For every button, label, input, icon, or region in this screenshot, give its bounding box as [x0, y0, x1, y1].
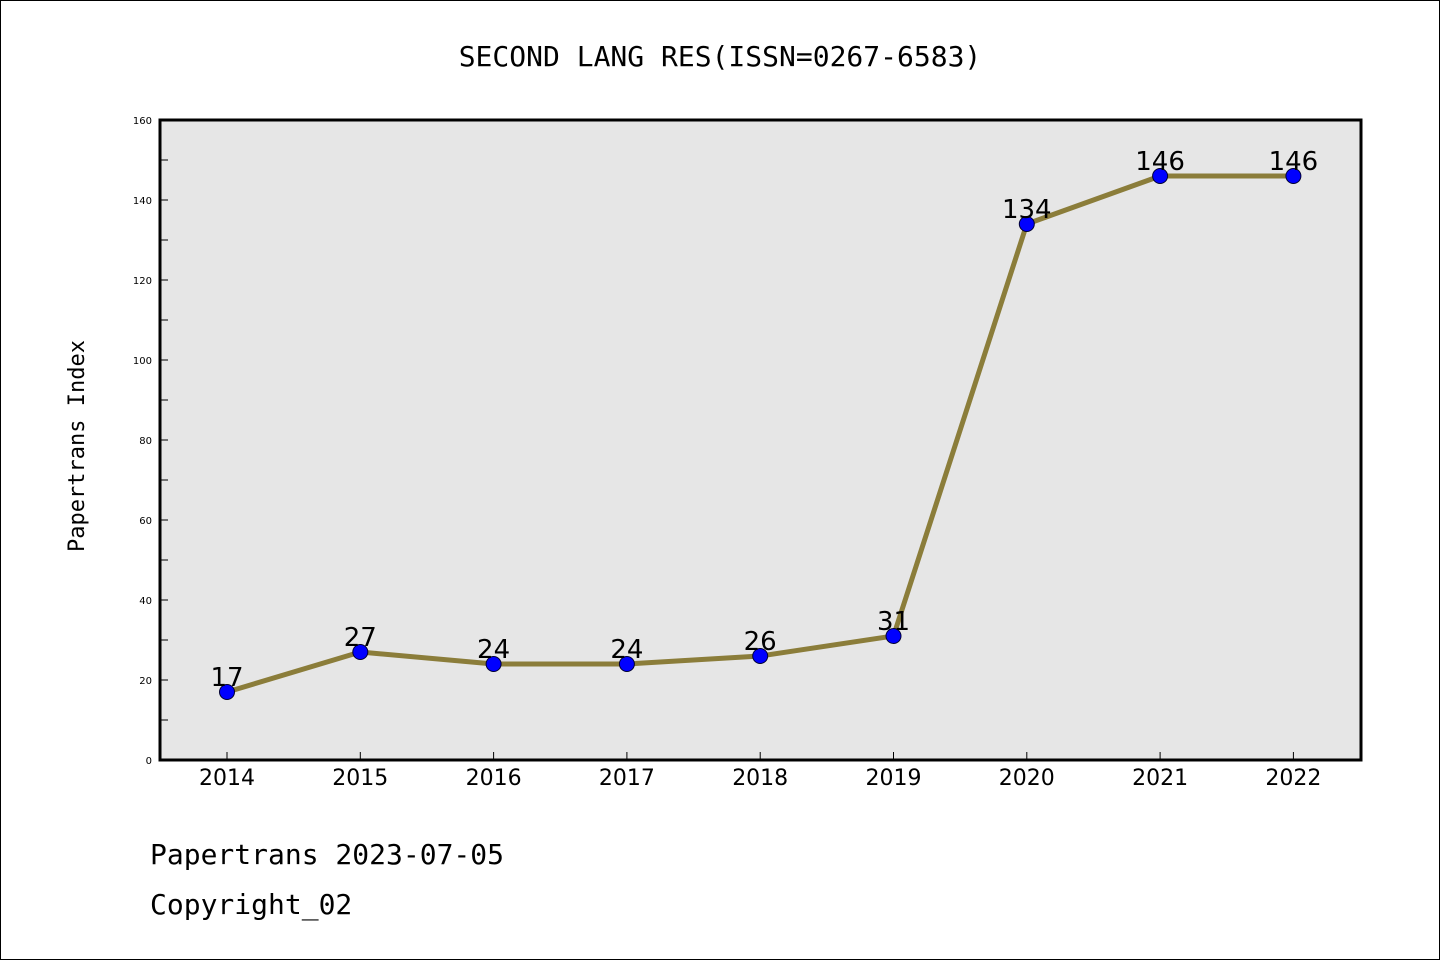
plot-area	[158, 118, 1363, 762]
footer-copyright: Copyright_02	[150, 888, 352, 922]
x-tick-label: 2021	[1132, 766, 1188, 791]
x-tick-label: 2018	[732, 766, 788, 791]
data-point	[1285, 168, 1302, 184]
data-point	[219, 684, 235, 700]
x-tick-label: 2015	[332, 766, 388, 791]
series-papertrans-index	[219, 168, 1302, 700]
data-point	[885, 628, 902, 644]
data-label: 31	[877, 607, 910, 637]
data-point	[752, 648, 769, 664]
data-point	[618, 656, 635, 672]
data-point	[352, 644, 369, 660]
x-tick-label: 2014	[199, 766, 255, 791]
data-label: 26	[744, 627, 777, 657]
x-tick-label: 2019	[866, 766, 922, 791]
y-tick-label: 60	[139, 516, 152, 527]
y-tick-label: 0	[146, 756, 152, 767]
y-tick-label: 120	[133, 276, 152, 287]
footer-date: Papertrans 2023-07-05	[150, 838, 504, 871]
data-label: 24	[477, 635, 510, 665]
x-tick-label: 2022	[1265, 766, 1321, 791]
y-tick-label: 20	[139, 676, 152, 687]
x-tick-label: 2020	[999, 766, 1055, 791]
data-point	[1152, 168, 1169, 184]
data-label: 17	[210, 663, 243, 693]
x-tick-label: 2017	[599, 766, 655, 791]
data-label: 24	[610, 635, 643, 665]
y-tick-label: 100	[133, 356, 152, 367]
data-point	[1018, 216, 1035, 232]
y-axis: 0 20 40 60 80 100 120 140 160	[133, 116, 168, 767]
y-axis-label: Papertrans Index	[65, 340, 90, 552]
data-label: 146	[1269, 147, 1319, 177]
data-label: 146	[1135, 147, 1185, 177]
data-label: 134	[1002, 195, 1052, 225]
y-tick-label: 140	[133, 196, 152, 207]
y-tick-label: 80	[139, 436, 152, 447]
data-point	[485, 656, 502, 672]
data-label: 27	[344, 623, 377, 653]
x-axis: 2014 2015 2016 2017 2018 2019 2020 2021 2022	[199, 752, 1321, 791]
chart-title: SECOND LANG RES(ISSN=0267-6583)	[459, 40, 982, 73]
x-tick-label: 2016	[466, 766, 522, 791]
y-tick-label: 160	[133, 116, 152, 127]
data-labels: 17 27 24 24 26 31 134 146 146	[210, 147, 1318, 693]
y-tick-label: 40	[139, 596, 152, 607]
